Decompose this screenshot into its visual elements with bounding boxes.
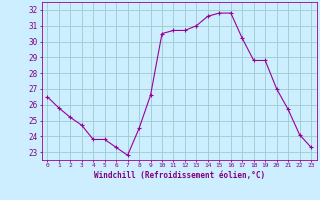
X-axis label: Windchill (Refroidissement éolien,°C): Windchill (Refroidissement éolien,°C) bbox=[94, 171, 265, 180]
